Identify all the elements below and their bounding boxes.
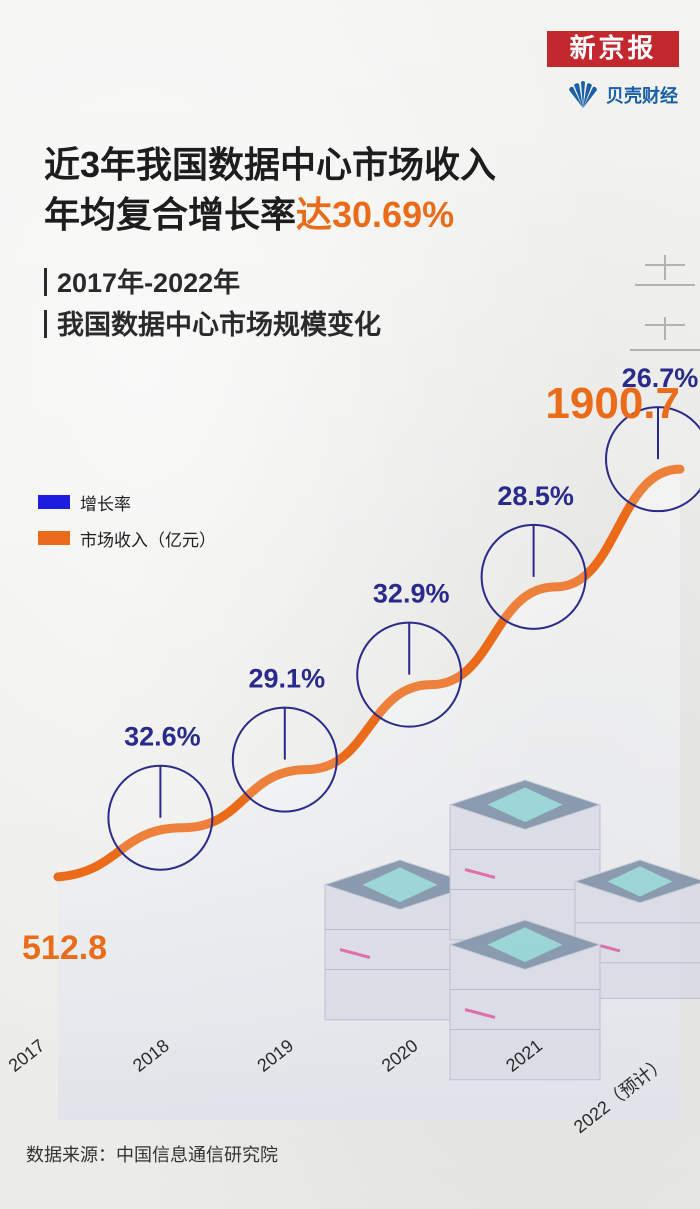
- headline-line2-text: 年均复合增长率: [44, 194, 297, 235]
- legend-swatch-revenue: [38, 531, 70, 545]
- server-rack: [448, 919, 602, 1081]
- x-tick-label: 2017: [5, 1035, 49, 1075]
- legend: 增长率 市场收入（亿元）: [38, 484, 216, 556]
- shell-icon: [569, 81, 597, 108]
- headline: 近3年我国数据中心市场收入 年均复合增长率达30.69%: [44, 140, 496, 240]
- subtitle-line1-text: 2017年-2022年: [57, 268, 241, 298]
- headline-accent: 达30.69%: [296, 194, 455, 235]
- growth-label: 29.1%: [249, 664, 326, 694]
- revenue-end-label: 1900.7: [545, 379, 680, 428]
- legend-growth: 增长率: [38, 484, 216, 520]
- subtitle-line1: 2017年-2022年: [44, 262, 381, 304]
- growth-label: 32.9%: [373, 579, 450, 609]
- headline-line1: 近3年我国数据中心市场收入: [44, 144, 497, 185]
- growth-label: 26.7%: [622, 363, 699, 393]
- subtitle-bar: [44, 310, 47, 338]
- newspaper-logo: 新京报: [547, 31, 679, 67]
- growth-label: 28.5%: [497, 481, 574, 511]
- legend-revenue-label: 市场收入（亿元）: [80, 530, 216, 550]
- subtitle-line2: 我国数据中心市场规模变化: [44, 304, 381, 346]
- decorative-lines: [630, 255, 700, 351]
- revenue-start-label: 512.8: [22, 929, 107, 967]
- headline-line2: 年均复合增长率达30.69%: [44, 190, 496, 240]
- subtitle-bar: [44, 268, 47, 296]
- server-illustration: [323, 779, 700, 1081]
- legend-swatch-growth: [38, 495, 70, 509]
- chart-subtitle: 2017年-2022年 我国数据中心市场规模变化: [44, 262, 381, 346]
- legend-revenue: 市场收入（亿元）: [38, 520, 216, 556]
- beike-logo: 贝壳财经: [566, 78, 678, 112]
- growth-label: 32.6%: [124, 722, 201, 752]
- beike-label: 贝壳财经: [606, 86, 678, 106]
- data-source: 数据来源：中国信息通信研究院: [26, 1145, 278, 1165]
- legend-growth-label: 增长率: [80, 494, 131, 514]
- subtitle-line2-text: 我国数据中心市场规模变化: [57, 310, 381, 340]
